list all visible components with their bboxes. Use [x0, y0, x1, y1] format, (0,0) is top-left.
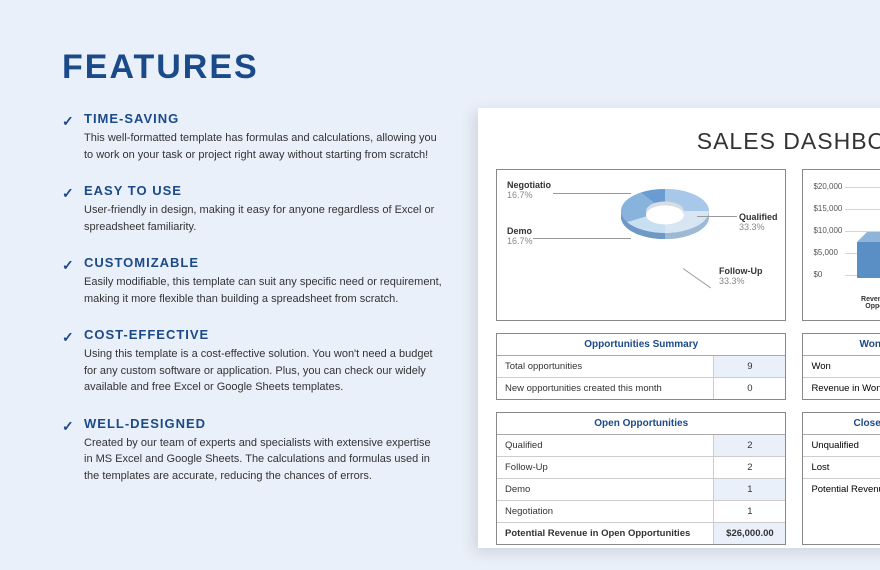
donut-label-demo: Demo16.7% [507, 226, 533, 246]
bar-ytick: $10,000 [813, 226, 842, 235]
table-row: Follow-Up2 [497, 457, 785, 479]
feature-desc: This well-formatted template has formula… [84, 130, 442, 163]
table-row: Total opportunities9 [497, 356, 785, 378]
won-table: Won WonRevenue in Won Opportunities [802, 333, 880, 400]
feature-desc: Using this template is a cost-effective … [84, 346, 442, 396]
table-row: Revenue in Won Opportunities [803, 378, 880, 399]
features-panel: FEATURES ✓ TIME-SAVING This well-formatted… [62, 48, 442, 504]
donut-label-qualified: Qualified33.3% [739, 212, 778, 232]
feature-item: ✓ EASY TO USE User-friendly in design, mak… [62, 183, 442, 235]
features-list: ✓ TIME-SAVING This well-formatted template… [62, 111, 442, 484]
table-row: Unqualified [803, 435, 880, 457]
feature-desc: Created by our team of experts and speci… [84, 435, 442, 485]
feature-title: COST-EFFECTIVE [84, 327, 442, 342]
table-row: Potential Revenue in Open Opportunities$… [497, 523, 785, 544]
dashboard-title: SALES DASHBOARD [496, 128, 880, 155]
table-row: New opportunities created this month0 [497, 378, 785, 399]
table-row: Demo1 [497, 479, 785, 501]
page-title: FEATURES [62, 48, 442, 87]
check-icon: ✓ [62, 185, 74, 202]
opportunities-summary-table: Opportunities Summary Total opportunitie… [496, 333, 786, 400]
feature-item: ✓ CUSTOMIZABLE Easily modifiable, this tem… [62, 255, 442, 307]
table-row: Lost [803, 457, 880, 479]
check-icon: ✓ [62, 257, 74, 274]
table-row: Potential Revenue in Closed [803, 479, 880, 500]
open-opportunities-table: Open Opportunities Qualified2Follow-Up2D… [496, 412, 786, 545]
feature-item: ✓ TIME-SAVING This well-formatted template… [62, 111, 442, 163]
bar-ytick: $5,000 [813, 248, 837, 257]
check-icon: ✓ [62, 113, 74, 130]
bar-ytick: $0 [813, 270, 822, 279]
bar-svg [857, 232, 880, 278]
feature-desc: Easily modifiable, this template can sui… [84, 274, 442, 307]
donut-chart: Negotiatio16.7% Demo16.7% Qualified33.3%… [496, 169, 786, 321]
bar-xlabel: Revenue in Won Opportunities [843, 296, 880, 310]
check-icon: ✓ [62, 418, 74, 435]
bar-ytick: $15,000 [813, 204, 842, 213]
dashboard-preview: SALES DASHBOARD [478, 108, 880, 548]
feature-title: TIME-SAVING [84, 111, 442, 126]
feature-item: ✓ WELL-DESIGNED Created by our team of exp… [62, 416, 442, 485]
table-row: Qualified2 [497, 435, 785, 457]
feature-item: ✓ COST-EFFECTIVE Using this template is a … [62, 327, 442, 396]
closed-table: Closed UnqualifiedLostPotential Revenue … [802, 412, 880, 545]
check-icon: ✓ [62, 329, 74, 346]
table-row: Won [803, 356, 880, 378]
donut-label-followup: Follow-Up33.3% [719, 266, 763, 286]
bar-chart: $20,000 $15,000 $10,000 $5,000 $0 Revenue in… [802, 169, 880, 321]
feature-title: WELL-DESIGNED [84, 416, 442, 431]
bar-ytick: $20,000 [813, 182, 842, 191]
feature-desc: User-friendly in design, making it easy … [84, 202, 442, 235]
feature-title: CUSTOMIZABLE [84, 255, 442, 270]
donut-label-negotiation: Negotiatio16.7% [507, 180, 551, 200]
table-row: Negotiation1 [497, 501, 785, 523]
feature-title: EASY TO USE [84, 183, 442, 198]
